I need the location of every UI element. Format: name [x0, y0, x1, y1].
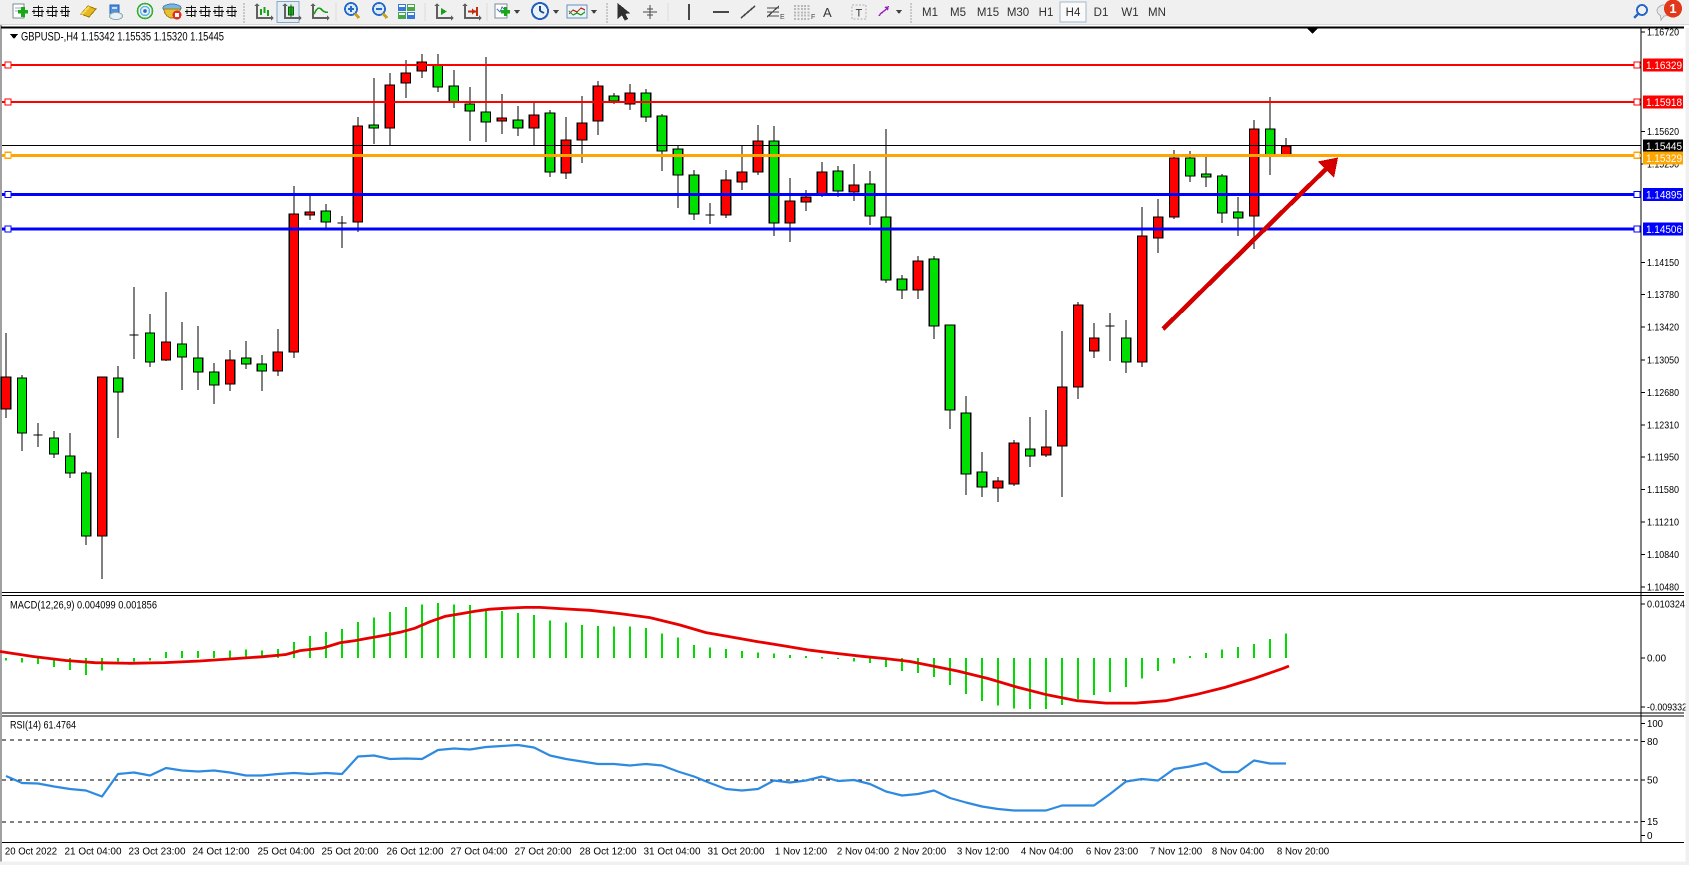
svg-text:100: 100 [1647, 718, 1663, 730]
svg-text:8 Nov 20:00: 8 Nov 20:00 [1277, 846, 1329, 858]
svg-text:MN: MN [1148, 7, 1166, 19]
svg-text:W1: W1 [1121, 7, 1138, 19]
svg-text:2 Nov 04:00: 2 Nov 04:00 [837, 846, 889, 858]
svg-text:1.11580: 1.11580 [1647, 484, 1679, 496]
svg-text:80: 80 [1647, 736, 1658, 748]
svg-text:RSI(14) 61.4764: RSI(14) 61.4764 [10, 720, 76, 732]
svg-text:D1: D1 [1094, 7, 1109, 19]
svg-text:1.15918: 1.15918 [1646, 97, 1682, 109]
svg-text:0: 0 [1647, 830, 1653, 842]
svg-text:T: T [856, 8, 863, 20]
svg-text:20 Oct 2022: 20 Oct 2022 [5, 846, 57, 858]
svg-text:1.16720: 1.16720 [1647, 26, 1679, 38]
svg-text:1.14150: 1.14150 [1647, 257, 1679, 269]
svg-text:3 Nov 12:00: 3 Nov 12:00 [957, 846, 1009, 858]
svg-text:A: A [823, 5, 832, 20]
svg-text:23 Oct 23:00: 23 Oct 23:00 [129, 846, 186, 858]
svg-text:15: 15 [1647, 816, 1658, 828]
svg-text:50: 50 [1647, 775, 1658, 787]
svg-text:4 Nov 04:00: 4 Nov 04:00 [1021, 846, 1073, 858]
svg-text:H4: H4 [1066, 7, 1081, 19]
svg-text:1.14895: 1.14895 [1646, 190, 1682, 202]
svg-text:-0.009332: -0.009332 [1647, 702, 1687, 714]
svg-text:8 Nov 04:00: 8 Nov 04:00 [1212, 846, 1264, 858]
svg-text:MACD(12,26,9) 0.004099 0.00185: MACD(12,26,9) 0.004099 0.001856 [10, 600, 157, 612]
svg-text:M15: M15 [977, 7, 999, 19]
svg-text:1: 1 [1669, 1, 1676, 16]
svg-text:0.00: 0.00 [1647, 653, 1666, 665]
svg-text:1.11950: 1.11950 [1647, 452, 1679, 464]
svg-text:1.12310: 1.12310 [1647, 420, 1679, 432]
svg-text:M30: M30 [1007, 7, 1029, 19]
svg-text:28 Oct 12:00: 28 Oct 12:00 [580, 846, 637, 858]
svg-text:1.12680: 1.12680 [1647, 387, 1679, 399]
svg-text:7 Nov 12:00: 7 Nov 12:00 [1150, 846, 1202, 858]
svg-text:6 Nov 23:00: 6 Nov 23:00 [1086, 846, 1138, 858]
svg-text:26 Oct 12:00: 26 Oct 12:00 [387, 846, 444, 858]
svg-text:1.16329: 1.16329 [1646, 60, 1682, 72]
svg-text:31 Oct 04:00: 31 Oct 04:00 [644, 846, 701, 858]
svg-text:27 Oct 04:00: 27 Oct 04:00 [451, 846, 508, 858]
svg-text:1.15620: 1.15620 [1647, 126, 1679, 138]
svg-text:1.11210: 1.11210 [1647, 517, 1679, 529]
svg-text:H1: H1 [1039, 7, 1054, 19]
svg-text:24 Oct 12:00: 24 Oct 12:00 [193, 846, 250, 858]
svg-text:1.14506: 1.14506 [1646, 224, 1682, 236]
svg-text:GBPUSD-,H4 1.15342 1.15535 1.: GBPUSD-,H4 1.15342 1.15535 1.15320 1.154… [21, 30, 224, 44]
svg-text:1 Nov 12:00: 1 Nov 12:00 [775, 846, 827, 858]
svg-text:1.15329: 1.15329 [1646, 153, 1682, 165]
svg-text:25 Oct 04:00: 25 Oct 04:00 [258, 846, 315, 858]
svg-text:2 Nov 20:00: 2 Nov 20:00 [894, 846, 946, 858]
svg-text:1.13780: 1.13780 [1647, 289, 1679, 301]
svg-text:1.10480: 1.10480 [1647, 582, 1679, 594]
svg-text:M1: M1 [922, 7, 938, 19]
svg-text:1.13050: 1.13050 [1647, 355, 1679, 367]
svg-text:21 Oct 04:00: 21 Oct 04:00 [65, 846, 122, 858]
svg-text:F: F [811, 14, 815, 21]
svg-text:1.13420: 1.13420 [1647, 322, 1679, 334]
svg-text:1.15445: 1.15445 [1646, 141, 1682, 153]
svg-text:M5: M5 [950, 7, 966, 19]
svg-text:25 Oct 20:00: 25 Oct 20:00 [322, 846, 379, 858]
svg-text:31 Oct 20:00: 31 Oct 20:00 [708, 846, 765, 858]
svg-text:27 Oct 20:00: 27 Oct 20:00 [515, 846, 572, 858]
svg-text:E: E [780, 14, 785, 21]
svg-text:1.10840: 1.10840 [1647, 549, 1679, 561]
svg-text:0.010324: 0.010324 [1647, 599, 1685, 611]
